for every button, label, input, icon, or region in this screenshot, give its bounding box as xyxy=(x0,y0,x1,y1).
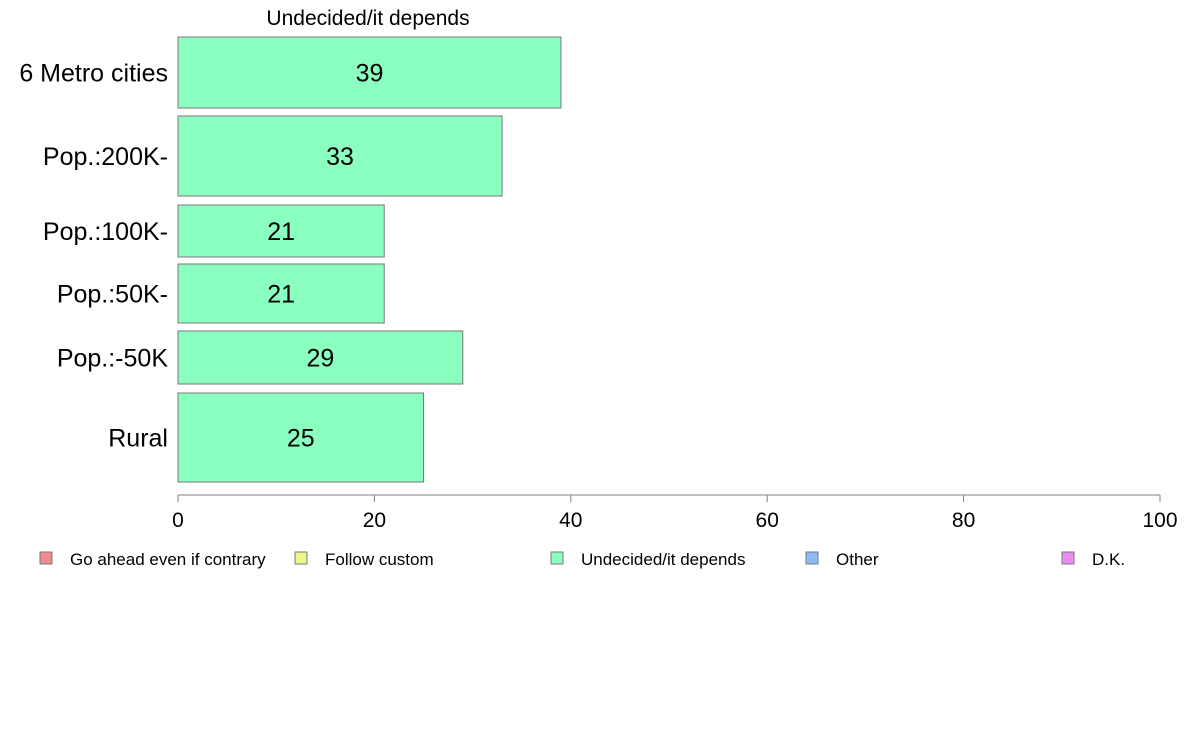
legend-swatch xyxy=(805,551,819,565)
x-axis: 0 20 40 60 80 100 xyxy=(172,494,1178,532)
chart-title: Undecided/it depends xyxy=(266,7,469,30)
category-label: Pop.:100K- xyxy=(43,218,168,246)
category-label: Pop.:-50K xyxy=(57,345,169,373)
bar xyxy=(177,115,503,197)
bar xyxy=(177,392,424,483)
x-tick-label: 100 xyxy=(1142,509,1177,532)
bar-value-label: 39 xyxy=(356,60,384,88)
bar xyxy=(177,330,464,385)
bar-value-label: 33 xyxy=(326,143,354,171)
bar-value-label: 25 xyxy=(287,425,315,453)
legend-label: Follow custom xyxy=(325,550,434,569)
legend-swatch xyxy=(1061,551,1075,565)
bar-value-label: 21 xyxy=(267,281,295,309)
bar-value-label: 21 xyxy=(267,218,295,246)
x-tick-label: 60 xyxy=(756,509,779,532)
bar xyxy=(177,204,385,258)
category-label: Pop.:50K- xyxy=(57,281,168,309)
x-tick-label: 20 xyxy=(363,509,386,532)
bar xyxy=(177,263,385,324)
category-label: 6 Metro cities xyxy=(19,60,168,88)
category-labels: 6 Metro cities Pop.:200K- Pop.:100K- Pop.:5… xyxy=(19,60,168,453)
x-tick-label: 80 xyxy=(952,509,975,532)
category-label: Pop.:200K- xyxy=(43,143,168,171)
legend-swatch xyxy=(294,551,308,565)
legend-label: Other xyxy=(836,550,879,569)
legend-label: Undecided/it depends xyxy=(581,550,745,569)
legend: Go ahead even if contrary Follow custom Un… xyxy=(39,550,1125,569)
legend-label: D.K. xyxy=(1092,550,1125,569)
x-tick-label: 40 xyxy=(559,509,582,532)
legend-swatch xyxy=(39,551,53,565)
category-label: Rural xyxy=(108,425,168,453)
bar xyxy=(177,36,562,109)
bar-value-label: 29 xyxy=(306,345,334,373)
x-tick-label: 0 xyxy=(172,509,184,532)
legend-swatch xyxy=(550,551,564,565)
bars-layer: 39 33 21 21 29 25 xyxy=(177,36,562,483)
legend-label: Go ahead even if contrary xyxy=(70,550,266,569)
